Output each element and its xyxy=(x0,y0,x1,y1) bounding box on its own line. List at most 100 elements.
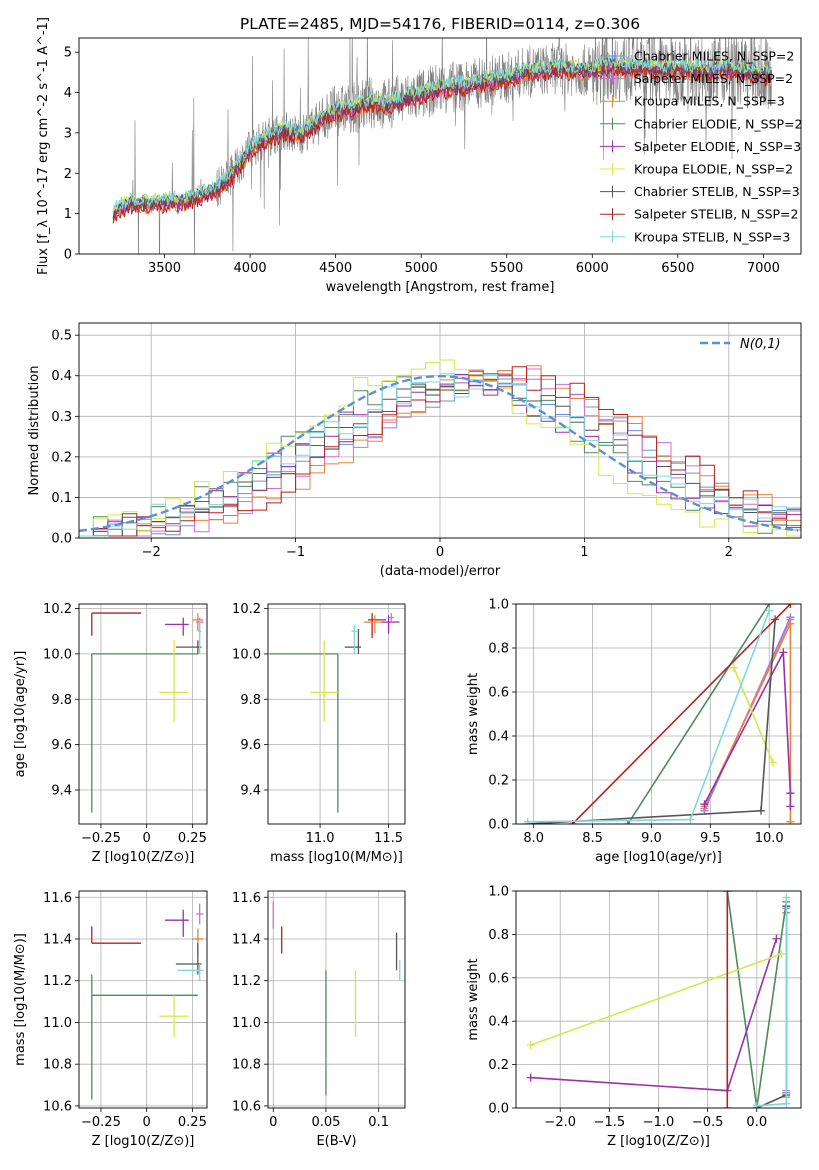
x-tick-label: 8.0 xyxy=(523,831,544,846)
weight-marker xyxy=(623,820,632,824)
x-tick-label: 3500 xyxy=(148,261,181,276)
y-tick-label: 11.6 xyxy=(232,891,261,906)
y-tick-label: 11.6 xyxy=(43,891,72,906)
age-vs-Z-frame xyxy=(78,603,208,825)
legend-label: Kroupa STELIB, N_SSP=3 xyxy=(634,229,790,244)
y-tick-label: 11.4 xyxy=(43,932,72,947)
y-tick-label: 0 xyxy=(64,248,72,263)
y-tick-label: 9.8 xyxy=(51,693,72,708)
weight-marker xyxy=(777,949,786,958)
x-tick-label: 6000 xyxy=(576,261,609,276)
residual-histogram xyxy=(79,359,801,537)
y-axis-label: Flux [f_λ 10^-17 erg cm^-2 s^-1 A^-1] xyxy=(36,17,51,275)
age-vs-mass-plot-area xyxy=(269,613,400,813)
figure-title: PLATE=2485, MJD=54176, FIBERID=0114, z=0… xyxy=(240,15,640,33)
mass-vs-EBV-frame xyxy=(267,890,406,1109)
y-tick-label: 11.0 xyxy=(43,1016,72,1031)
y-tick-label: 11.4 xyxy=(232,932,261,947)
y-tick-label: 11.0 xyxy=(232,1016,261,1031)
spectrum-frame xyxy=(78,37,802,255)
weight-marker xyxy=(765,606,774,615)
x-tick-label: −0.25 xyxy=(81,1115,121,1130)
y-tick-label: 10.0 xyxy=(232,647,261,662)
weight-vs-age-plot-area xyxy=(523,604,795,824)
weight-line xyxy=(726,891,788,1108)
weight-line xyxy=(530,953,782,1046)
x-tick-label: 0 xyxy=(143,1115,151,1130)
x-axis-label: mass [log10(M/M⊙)] xyxy=(270,850,403,865)
y-tick-label: 1.0 xyxy=(488,885,509,900)
model-spectrum-line xyxy=(112,54,772,215)
normal-curve xyxy=(79,375,799,533)
y-tick-label: 0.1 xyxy=(51,491,72,506)
weight-line xyxy=(571,604,791,824)
mass-vs-Z-axes: −0.25 0 0.25 10.6 10.8 11.0 11.2 11.4 11.6 xyxy=(43,891,207,1130)
x-tick-label: −0.5 xyxy=(692,1115,724,1130)
y-tick-label: 0.4 xyxy=(51,369,72,384)
y-tick-label: 10.6 xyxy=(232,1099,261,1114)
y-tick-label: 1.0 xyxy=(488,598,509,613)
y-tick-label: 5 xyxy=(64,46,72,61)
weight-marker xyxy=(729,663,738,672)
x-tick-label: 0.1 xyxy=(368,1115,389,1130)
y-tick-label: 9.6 xyxy=(240,738,261,753)
y-axis-label: mass weight xyxy=(466,673,481,755)
y-axis-label: age [log10(age/yr)] xyxy=(13,651,28,778)
y-axis-label: mass weight xyxy=(466,958,481,1040)
y-tick-label: 10.6 xyxy=(43,1099,72,1114)
y-tick-label: 2 xyxy=(64,167,72,182)
y-tick-label: 0.4 xyxy=(488,730,509,745)
y-tick-label: 9.8 xyxy=(240,693,261,708)
x-tick-label: 11.0 xyxy=(306,831,335,846)
y-axis-label: Normed distribution xyxy=(27,366,42,496)
x-tick-label: 4500 xyxy=(319,261,352,276)
x-tick-label: 0.25 xyxy=(178,1115,207,1130)
x-tick-label: −1.5 xyxy=(594,1115,626,1130)
x-tick-label: 0.05 xyxy=(311,1115,340,1130)
weight-marker xyxy=(523,817,532,824)
weight-marker xyxy=(786,817,795,824)
weight-marker xyxy=(686,815,695,824)
weight-marker xyxy=(752,1101,761,1108)
weight-marker xyxy=(772,934,781,943)
legend-label: Kroupa MILES, N_SSP=3 xyxy=(634,94,785,109)
weight-marker xyxy=(782,893,791,902)
y-tick-label: 0.4 xyxy=(488,1015,509,1030)
weight-vs-Z-plot-area xyxy=(526,891,791,1108)
weight-line xyxy=(627,604,770,824)
weight-marker xyxy=(526,1041,535,1050)
x-tick-label: 6500 xyxy=(661,261,694,276)
x-tick-label: −2.0 xyxy=(544,1115,576,1130)
x-axis-label: wavelength [Angstrom, rest frame] xyxy=(326,280,555,295)
x-tick-label: 10.0 xyxy=(755,831,784,846)
x-tick-label: 0 xyxy=(269,1115,277,1130)
y-tick-label: 0.2 xyxy=(51,450,72,465)
y-tick-label: 9.4 xyxy=(240,783,261,798)
y-tick-label: 0.6 xyxy=(488,686,509,701)
y-tick-label: 0.2 xyxy=(488,1058,509,1073)
weight-marker xyxy=(723,1104,732,1108)
y-tick-label: 0.0 xyxy=(488,818,509,833)
legend-label: Kroupa ELODIE, N_SSP=2 xyxy=(634,162,793,177)
spectrum-legend: Chabrier MILES, N_SSP=2 Salpeter MILES, N… xyxy=(600,49,803,244)
age-vs-Z-axes: −0.25 0 0.25 9.4 9.6 9.8 10.0 10.2 xyxy=(43,602,207,846)
legend-label: Chabrier MILES, N_SSP=2 xyxy=(634,49,794,64)
weight-line xyxy=(530,938,778,1092)
y-tick-label: 0.8 xyxy=(488,928,509,943)
y-tick-label: 0.0 xyxy=(488,1102,509,1117)
weight-marker xyxy=(723,891,732,895)
x-axis-label: Z [log10(Z/Z⊙)] xyxy=(92,1134,195,1149)
y-tick-label: 0.8 xyxy=(488,642,509,657)
weight-marker xyxy=(700,800,709,809)
y-tick-label: 1 xyxy=(64,207,72,222)
x-tick-label: 0.0 xyxy=(746,1115,767,1130)
x-tick-label: 1 xyxy=(580,545,588,560)
residual-histogram xyxy=(79,378,801,537)
y-tick-label: 11.2 xyxy=(43,974,72,989)
legend-label: Chabrier ELODIE, N_SSP=2 xyxy=(634,116,803,131)
x-tick-label: 5000 xyxy=(405,261,438,276)
legend-label: Salpeter MILES, N_SSP=2 xyxy=(634,71,793,86)
weight-vs-age-frame xyxy=(515,603,802,825)
y-tick-label: 4 xyxy=(64,86,72,101)
y-tick-label: 0.6 xyxy=(488,971,509,986)
